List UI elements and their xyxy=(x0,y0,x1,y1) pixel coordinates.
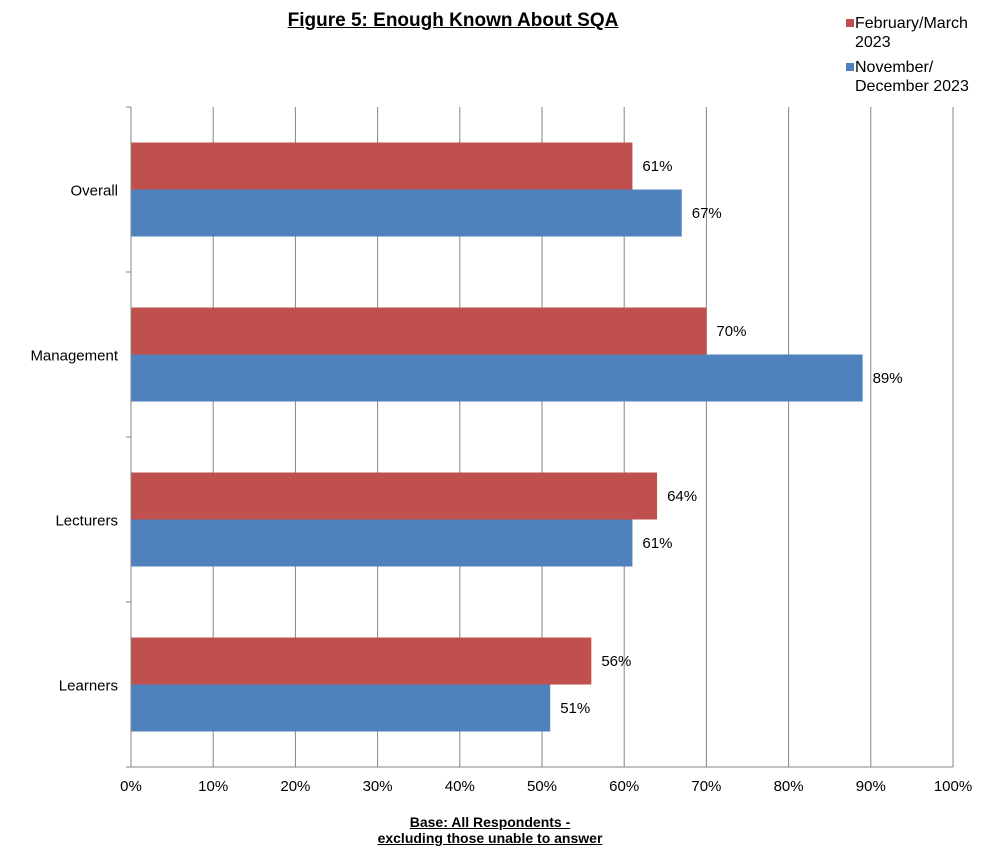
data-label: 56% xyxy=(601,653,631,670)
bar xyxy=(131,307,707,355)
x-tick-label: 50% xyxy=(527,778,557,795)
bar xyxy=(131,142,633,190)
x-tick-label: 20% xyxy=(280,778,310,795)
legend-label-line: November/ xyxy=(855,59,934,76)
bar xyxy=(131,189,682,237)
bar xyxy=(131,519,633,567)
legend-label-line: 2023 xyxy=(855,34,891,51)
chart-legend: February/March 2023 November/ December 2… xyxy=(846,14,986,102)
category-label: Lecturers xyxy=(55,513,118,530)
x-tick-label: 30% xyxy=(363,778,393,795)
data-label: 67% xyxy=(692,205,722,222)
legend-label-line: December 2023 xyxy=(855,78,969,95)
x-tick-label: 80% xyxy=(774,778,804,795)
data-label: 70% xyxy=(716,323,746,340)
data-label: 51% xyxy=(560,700,590,717)
category-label: Management xyxy=(30,348,118,365)
base-note: Base: All Respondents - excluding those … xyxy=(0,814,986,846)
x-tick-label: 70% xyxy=(691,778,721,795)
x-tick-label: 40% xyxy=(445,778,475,795)
data-label: 64% xyxy=(667,488,697,505)
legend-item-nov-dec-2023: November/ December 2023 xyxy=(846,58,986,96)
category-label: Learners xyxy=(59,678,118,695)
x-tick-label: 100% xyxy=(934,778,972,795)
x-tick-label: 0% xyxy=(120,778,142,795)
data-label: 61% xyxy=(642,158,672,175)
data-label: 61% xyxy=(642,535,672,552)
x-tick-label: 90% xyxy=(856,778,886,795)
bar xyxy=(131,637,592,685)
legend-swatch-feb-mar-2023 xyxy=(846,19,854,27)
base-note-line-2: excluding those unable to answer xyxy=(377,830,603,846)
legend-swatch-nov-dec-2023 xyxy=(846,63,854,71)
bar xyxy=(131,472,658,520)
x-tick-label: 60% xyxy=(609,778,639,795)
legend-item-feb-mar-2023: February/March 2023 xyxy=(846,14,986,52)
bar xyxy=(131,684,551,732)
bar xyxy=(131,354,863,402)
data-label: 89% xyxy=(873,370,903,387)
category-label: Overall xyxy=(70,183,118,200)
chart-title: Figure 5: Enough Known About SQA xyxy=(287,10,619,31)
legend-label-line: February/March xyxy=(855,15,968,32)
base-note-line-1: Base: All Respondents - xyxy=(409,814,571,830)
x-tick-label: 10% xyxy=(198,778,228,795)
